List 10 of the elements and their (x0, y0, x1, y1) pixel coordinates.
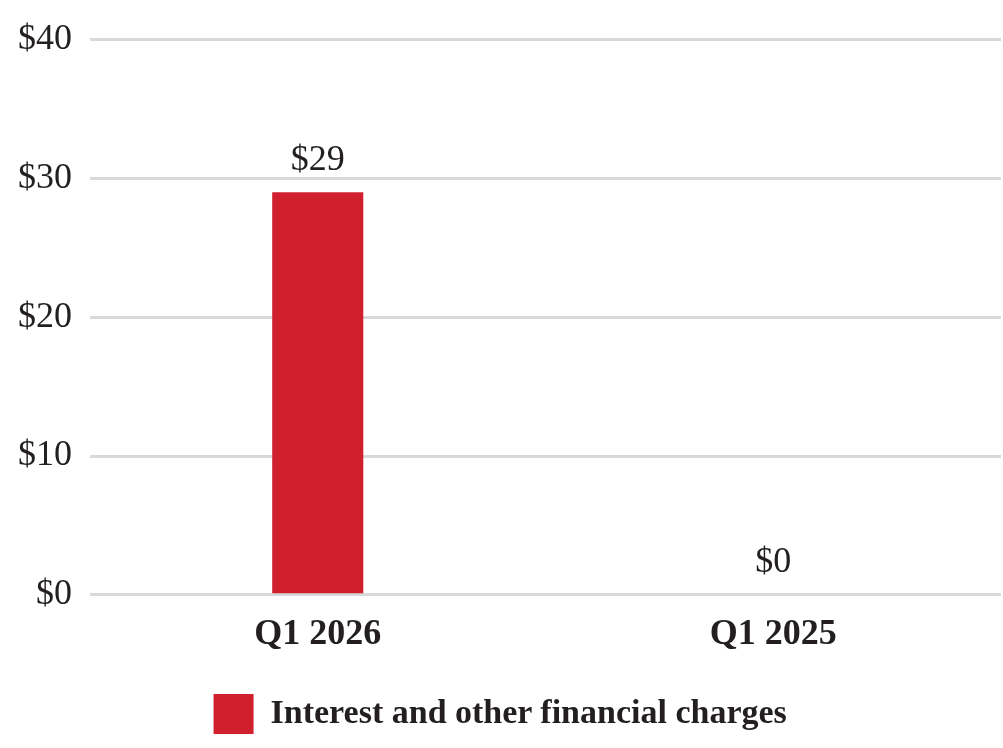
data-label: $0 (755, 540, 792, 581)
legend-label: Interest and other financial charges (270, 692, 787, 730)
x-tick-label: Q1 2025 (709, 611, 837, 652)
data-label: $29 (290, 137, 345, 178)
y-tick-label: $30 (18, 155, 72, 196)
y-tick-label: $40 (18, 17, 72, 58)
y-tick-label: $20 (18, 294, 72, 335)
y-tick-label: $0 (36, 572, 72, 613)
y-tick-label: $10 (18, 433, 72, 474)
x-tick-label: Q1 2026 (254, 611, 382, 652)
